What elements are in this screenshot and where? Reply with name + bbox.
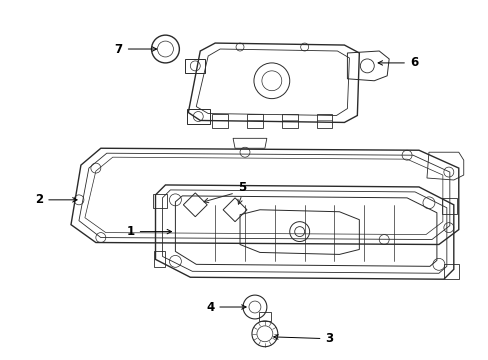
Text: 7: 7 bbox=[114, 42, 156, 55]
Text: 2: 2 bbox=[35, 193, 77, 206]
Text: 1: 1 bbox=[126, 225, 171, 238]
Text: 5: 5 bbox=[237, 181, 245, 194]
Text: 4: 4 bbox=[205, 301, 245, 314]
Text: 6: 6 bbox=[377, 57, 417, 69]
Text: 3: 3 bbox=[273, 332, 333, 345]
